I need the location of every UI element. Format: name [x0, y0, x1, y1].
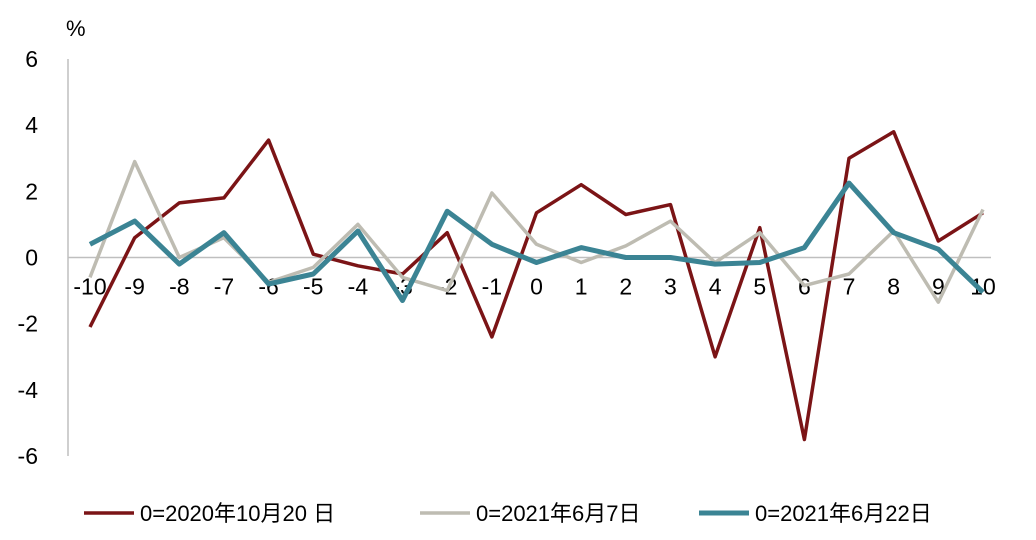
- legend-item-1: 0=2020年10月20 日: [84, 501, 335, 526]
- y-tick-label: 4: [25, 112, 38, 138]
- x-tick-label: -9: [124, 274, 144, 300]
- x-tick-label: 1: [575, 274, 588, 300]
- y-tick-label: 2: [25, 178, 38, 204]
- x-tick-label: -4: [348, 274, 369, 300]
- x-tick-label: 2: [619, 274, 632, 300]
- legend-item-3: 0=2021年6月22日: [699, 501, 932, 526]
- x-tick-label: -7: [214, 274, 234, 300]
- series-line-1: [88, 130, 984, 442]
- x-tick-label: -10: [73, 274, 106, 300]
- legend-item-2: 0=2021年6月7日: [420, 501, 641, 526]
- y-axis-unit: %: [66, 16, 86, 41]
- legend-label: 0=2021年6月22日: [755, 501, 932, 526]
- x-tick-label: -5: [303, 274, 323, 300]
- legend-label: 0=2020年10月20 日: [140, 501, 335, 526]
- y-tick-label: 0: [25, 245, 38, 271]
- y-tick-label: -6: [18, 443, 38, 469]
- x-tick-label: -8: [169, 274, 189, 300]
- x-tick-label: 3: [664, 274, 677, 300]
- series-line-3: [88, 180, 985, 303]
- x-tick-label: -1: [482, 274, 502, 300]
- x-tick-labels: -10 -9 -8 -7 -6 -5 -4 -3 -2 -1 0 1 2 3 4 5 6 7 8 9 10: [73, 274, 995, 300]
- y-tick-labels: 6 4 2 0 -2 -4 -6: [18, 46, 39, 469]
- series-lines: [88, 130, 985, 442]
- legend-label: 0=2021年6月7日: [476, 501, 641, 526]
- y-tick-label: 6: [25, 46, 38, 72]
- x-tick-label: 4: [709, 274, 722, 300]
- y-tick-label: -2: [18, 311, 38, 337]
- legend: 0=2020年10月20 日 0=2021年6月7日 0=2021年6月22日: [84, 501, 932, 526]
- y-tick-label: -4: [18, 377, 39, 403]
- x-tick-label: 8: [887, 274, 900, 300]
- x-tick-label: 5: [753, 274, 766, 300]
- x-tick-label: 7: [843, 274, 856, 300]
- x-tick-label: 0: [530, 274, 543, 300]
